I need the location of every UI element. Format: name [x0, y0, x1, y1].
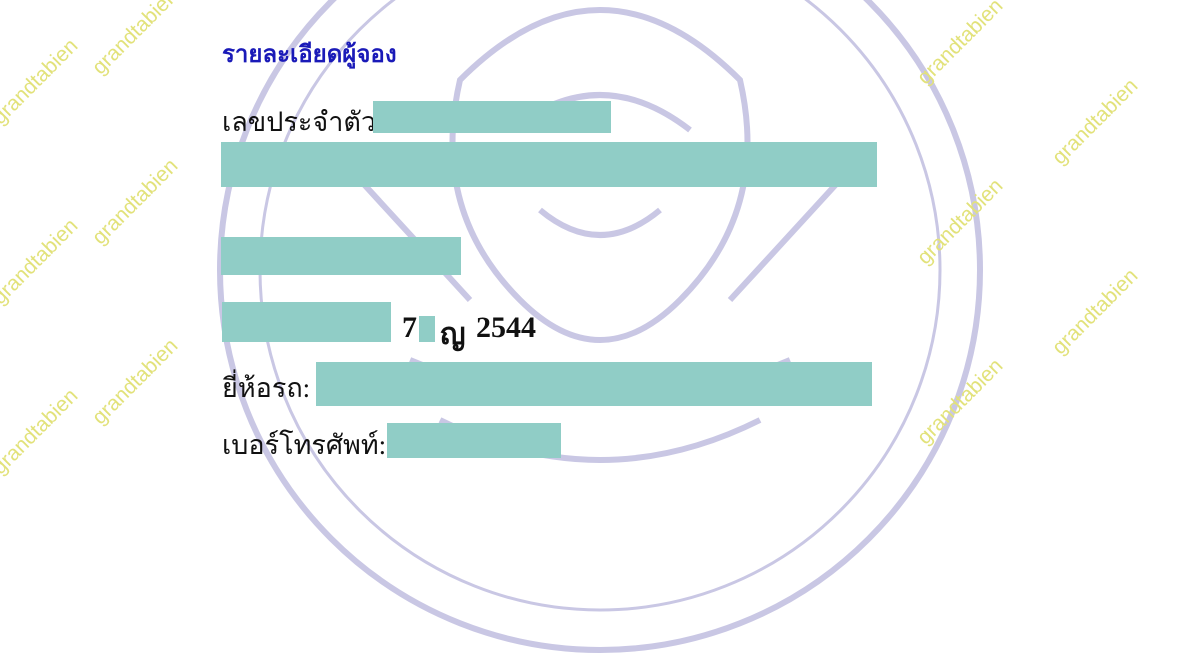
watermark-text: grandtabien: [87, 0, 183, 80]
address-redaction: [221, 237, 461, 275]
watermark-text: grandtabien: [1047, 74, 1143, 170]
watermark-text: grandtabien: [0, 214, 83, 310]
date-month-redaction: [419, 316, 435, 342]
phone-label: เบอร์โทรศัพท์:: [222, 430, 387, 460]
phone-redaction: [387, 423, 561, 458]
watermark-text: grandtabien: [87, 154, 183, 250]
section-title: รายละเอียดผู้จอง: [222, 41, 397, 68]
id-redaction: [373, 101, 611, 133]
id-label: เลขประจำตัว:: [222, 107, 384, 137]
watermark-text: grandtabien: [87, 334, 183, 430]
date-year: 2544: [476, 311, 536, 344]
brand-redaction: [316, 362, 872, 406]
date-redaction: [222, 302, 391, 342]
watermark-text: grandtabien: [0, 384, 83, 480]
watermark-text: grandtabien: [1047, 264, 1143, 360]
watermark-text: grandtabien: [0, 34, 83, 130]
date-month: ญ: [440, 318, 466, 351]
brand-label: ยี่ห้อรถ:: [222, 373, 311, 403]
date-day: 7: [402, 311, 417, 344]
name-redaction: [221, 142, 877, 187]
